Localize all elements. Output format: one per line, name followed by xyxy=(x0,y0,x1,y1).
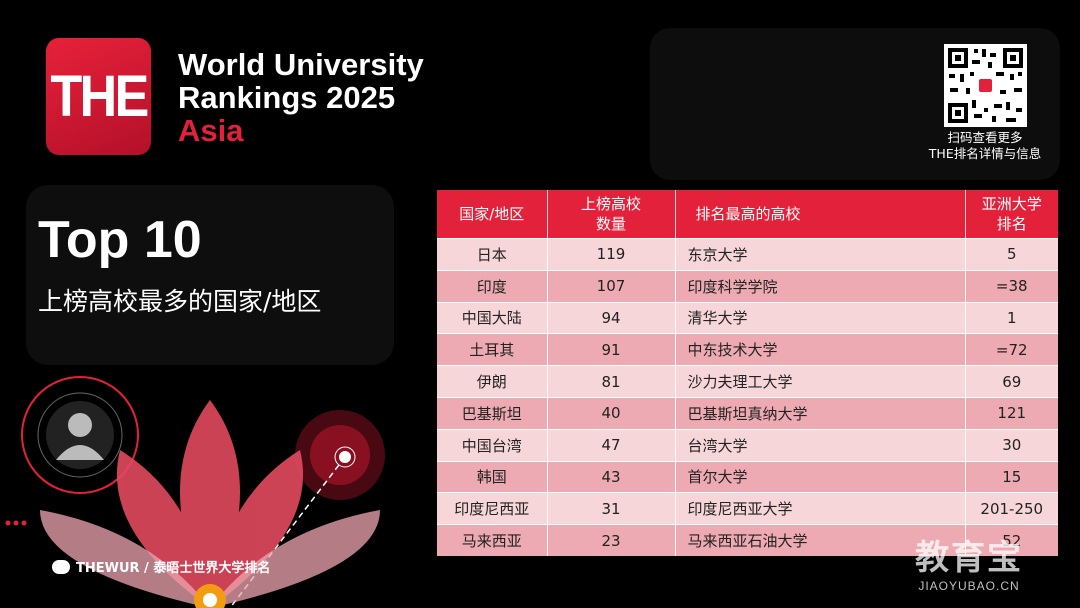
cell-university: 中东技术大学 xyxy=(675,333,966,366)
qr-caption: 扫码查看更多 THE排名详情与信息 xyxy=(900,130,1070,162)
cell-country: 日本 xyxy=(437,238,548,271)
cell-university: 巴基斯坦真纳大学 xyxy=(675,396,966,430)
cell-rank: =72 xyxy=(965,333,1058,366)
lotus-decoration xyxy=(5,376,385,608)
cell-university: 沙力夫理工大学 xyxy=(675,365,966,398)
header-country: 国家/地区 xyxy=(437,190,548,239)
header-asia-rank: 亚洲大学 排名 xyxy=(965,190,1058,239)
cell-university: 东京大学 xyxy=(675,238,966,271)
cell-rank: 69 xyxy=(965,365,1058,398)
cell-rank: 5 xyxy=(965,238,1058,271)
cell-country: 巴基斯坦 xyxy=(437,396,548,430)
footer-handle: THEWUR / 泰晤士世界大学排名 xyxy=(52,557,270,576)
cell-count: 107 xyxy=(547,269,676,303)
cell-country: 韩国 xyxy=(437,460,548,493)
table-row: 巴基斯坦 40 巴基斯坦真纳大学 121 xyxy=(437,396,1058,430)
the-logo: THE xyxy=(45,38,152,155)
cell-country: 土耳其 xyxy=(437,333,548,366)
cell-rank: 30 xyxy=(965,428,1058,462)
cell-count: 40 xyxy=(547,396,676,430)
headline-title: Top 10 xyxy=(38,211,202,269)
cell-rank: 52 xyxy=(965,524,1058,556)
ranking-title-line1: World University xyxy=(178,47,424,82)
cell-university: 台湾大学 xyxy=(675,428,966,462)
wechat-icon xyxy=(52,559,70,574)
ranking-table: 国家/地区 上榜高校 数量 排名最高的高校 亚洲大学 排名 日本 119 东京大学 5… xyxy=(437,190,1058,556)
table-row: 中国大陆 94 清华大学 1 xyxy=(437,301,1058,334)
cell-count: 91 xyxy=(547,333,676,366)
table-row: 印度 107 印度科学学院 =38 xyxy=(437,269,1058,303)
cell-university: 首尔大学 xyxy=(675,460,966,493)
table-row: 伊朗 81 沙力夫理工大学 69 xyxy=(437,365,1058,398)
cell-rank: 15 xyxy=(965,460,1058,493)
headline-panel xyxy=(26,185,394,365)
header-top-university: 排名最高的高校 xyxy=(675,190,966,239)
ranking-title-line2: Rankings 2025 xyxy=(178,80,396,115)
table-header-row: 国家/地区 上榜高校 数量 排名最高的高校 亚洲大学 排名 xyxy=(437,190,1058,239)
cell-count: 23 xyxy=(547,524,676,556)
table-row: 中国台湾 47 台湾大学 30 xyxy=(437,428,1058,462)
cell-count: 94 xyxy=(547,301,676,334)
watermark-sub: JIAOYUBAO.CN xyxy=(918,579,1020,593)
qr-code-icon[interactable] xyxy=(944,44,1027,127)
cell-rank: 1 xyxy=(965,301,1058,334)
cell-country: 中国大陆 xyxy=(437,301,548,334)
cell-rank: =38 xyxy=(965,269,1058,303)
footer-handle-text: THEWUR / 泰晤士世界大学排名 xyxy=(76,561,271,576)
header-count: 上榜高校 数量 xyxy=(547,190,676,239)
cell-rank: 201-250 xyxy=(965,492,1058,525)
cell-country: 伊朗 xyxy=(437,365,548,398)
ranking-title: World University Rankings 2025 Asia xyxy=(178,48,424,147)
cell-country: 马来西亚 xyxy=(437,524,548,556)
watermark: 教育宝 JIAOYUBAO.CN xyxy=(915,530,1023,593)
cell-university: 印度科学学院 xyxy=(675,269,966,303)
cell-count: 81 xyxy=(547,365,676,398)
table-row: 韩国 43 首尔大学 15 xyxy=(437,460,1058,493)
cell-count: 119 xyxy=(547,238,676,271)
cell-country: 中国台湾 xyxy=(437,428,548,462)
qr-caption-line1: 扫码查看更多 xyxy=(947,130,1023,145)
cell-count: 31 xyxy=(547,492,676,525)
cell-count: 47 xyxy=(547,428,676,462)
cell-rank: 121 xyxy=(965,396,1058,430)
qr-caption-line2: THE排名详情与信息 xyxy=(928,146,1042,161)
cell-university: 清华大学 xyxy=(675,301,966,334)
table-row: 马来西亚 23 马来西亚石油大学 52 xyxy=(437,524,1058,556)
table-row: 日本 119 东京大学 5 xyxy=(437,238,1058,271)
cell-university: 马来西亚石油大学 xyxy=(675,524,966,556)
cell-university: 印度尼西亚大学 xyxy=(675,492,966,525)
watermark-main: 教育宝 xyxy=(915,538,1023,578)
ranking-title-region: Asia xyxy=(178,113,244,148)
table-row: 印度尼西亚 31 印度尼西亚大学 201-250 xyxy=(437,492,1058,525)
cell-country: 印度尼西亚 xyxy=(437,492,548,525)
cell-country: 印度 xyxy=(437,269,548,303)
headline-subtitle: 上榜高校最多的国家/地区 xyxy=(38,287,322,316)
cell-count: 43 xyxy=(547,460,676,493)
table-row: 土耳其 91 中东技术大学 =72 xyxy=(437,333,1058,366)
